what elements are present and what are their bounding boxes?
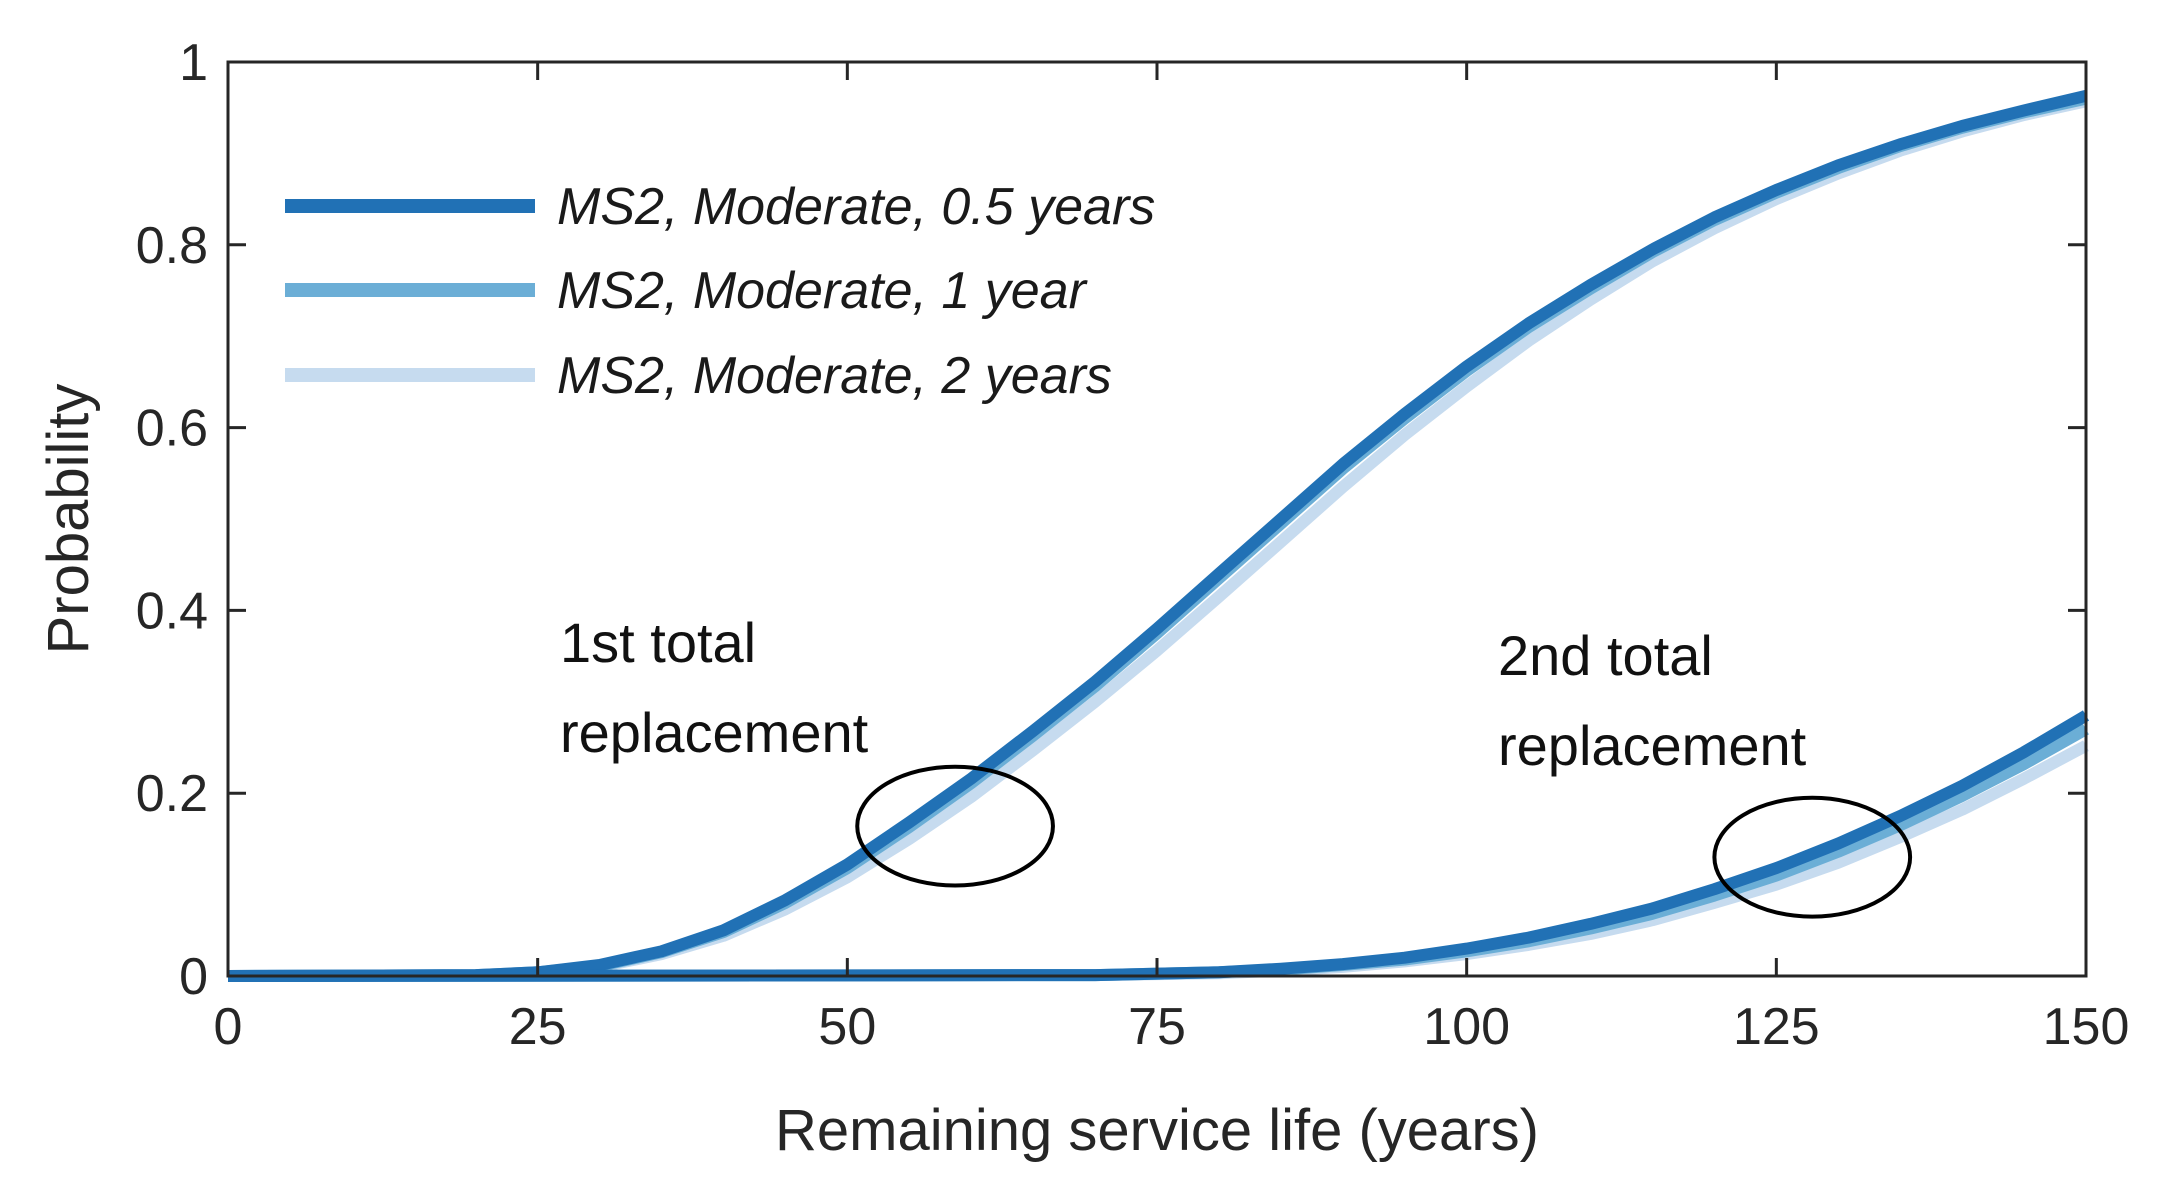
annotation-2nd-replacement: 2nd total replacement [1498,624,1913,919]
x-tick-label: 150 [2043,998,2130,1056]
y-tick-label: 0 [179,948,208,1006]
annotation-1st-replacement: 1st total replacement [560,611,1055,888]
series-line-3-curve-1 [227,95,2088,982]
y-tick-label: 0.8 [136,217,208,275]
annotation-1st-line-2: replacement [560,701,869,764]
y-tick-label: 0.6 [136,400,208,458]
legend-label-2-years: MS2, Moderate, 2 years [557,347,1112,405]
annotation-2nd-line-2: replacement [1498,714,1807,777]
x-tick-label: 75 [1128,998,1186,1056]
series-line-2-curve-1 [227,92,2088,982]
legend-label-1-year: MS2, Moderate, 1 year [557,262,1089,320]
legend: MS2, Moderate, 0.5 years MS2, Moderate, … [285,178,1155,405]
legend-label-0.5-years: MS2, Moderate, 0.5 years [557,178,1155,236]
x-tick-label: 125 [1733,998,1820,1056]
x-tick-label: 0 [214,998,243,1056]
y-tick-label: 0.4 [136,582,208,640]
y-axis-label: Probability [36,384,101,655]
x-tick-label: 50 [818,998,876,1056]
x-axis: 0 25 50 75 100 125 150 [214,62,2130,1056]
x-axis-label: Remaining service life (years) [775,1098,1539,1163]
y-tick-label: 1 [179,34,208,92]
series-layer [227,89,2090,982]
annotation-2nd-circle [1712,795,1913,919]
y-axis: 0 0.2 0.4 0.6 0.8 1 [136,34,2086,1006]
annotation-1st-line-1: 1st total [560,611,756,674]
series-line-1-curve-1 [227,89,2088,982]
series-line-1-curve-2 [227,710,2090,982]
y-tick-label: 0.2 [136,765,208,823]
x-tick-label: 25 [509,998,567,1056]
annotation-2nd-line-1: 2nd total [1498,624,1713,687]
annotation-1st-circle [855,764,1055,888]
x-tick-label: 100 [1423,998,1510,1056]
